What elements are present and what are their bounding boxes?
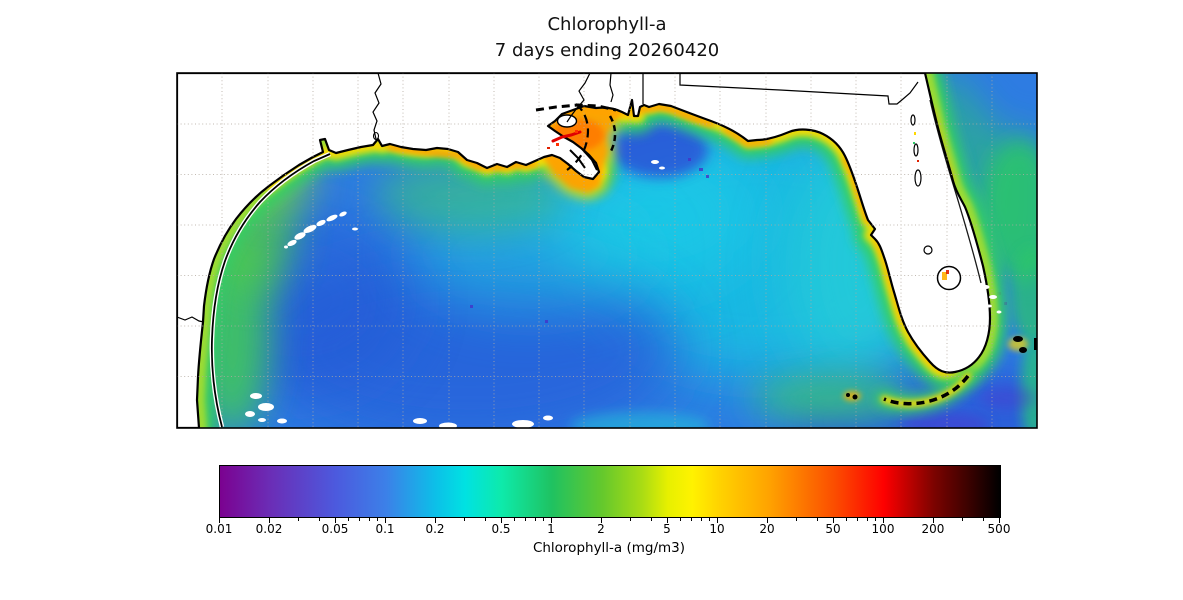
florida-georgia-border bbox=[679, 73, 919, 105]
colorbar-tick-label: 50 bbox=[825, 522, 841, 536]
colorbar-minor-tick bbox=[857, 517, 859, 521]
title-line-1: Chlorophyll-a bbox=[547, 14, 667, 35]
colorbar-minor-tick bbox=[368, 517, 370, 521]
bloom-orange-louisiana bbox=[387, 144, 538, 170]
colorbar-tick-label: 2 bbox=[597, 522, 605, 536]
colorbar-major-tick bbox=[999, 517, 1000, 523]
colorbar-tick-label: 0.1 bbox=[375, 522, 395, 536]
colorbar-minor-tick bbox=[846, 517, 848, 521]
colorbar-minor-tick bbox=[514, 517, 516, 521]
colorbar-tick-label: 200 bbox=[921, 522, 945, 536]
bloom-orange-panhandle bbox=[722, 126, 773, 147]
delta-red-bloom bbox=[547, 130, 582, 149]
colorbar-tick-label: 100 bbox=[871, 522, 895, 536]
colorbar-minor-tick bbox=[691, 517, 693, 521]
dry-tortugas bbox=[852, 394, 858, 400]
florida-keys bbox=[883, 374, 970, 406]
colorbar-tick-label: 0.01 bbox=[205, 522, 233, 536]
colorbar-minor-tick bbox=[816, 517, 818, 521]
colorbar-tick-label: 5 bbox=[663, 522, 671, 536]
colorbar-major-tick bbox=[269, 517, 270, 523]
colorbar-minor-tick bbox=[464, 517, 466, 521]
colorbar-tick-label: 500 bbox=[987, 522, 1011, 536]
colorbar-tick-label: 0.02 bbox=[255, 522, 283, 536]
rivers-and-borders bbox=[177, 73, 919, 323]
colorbar-minor-tick bbox=[700, 517, 702, 521]
tortugas-orange-halo bbox=[843, 391, 861, 401]
bigbend-islet bbox=[910, 114, 916, 126]
colorbar-minor-tick bbox=[709, 517, 711, 521]
mainland-land bbox=[177, 73, 992, 428]
colorbar-major-tick bbox=[667, 517, 668, 523]
colorbar-minor-tick bbox=[875, 517, 877, 521]
colorbar-tick-label: 0.5 bbox=[491, 522, 511, 536]
colorbar-tick-label: 20 bbox=[759, 522, 775, 536]
colorbar-minor-tick bbox=[630, 517, 632, 521]
colorbar-gradient bbox=[219, 465, 1001, 518]
colorbar-minor-tick bbox=[318, 517, 320, 521]
colorbar-tick-label: 0.2 bbox=[425, 522, 445, 536]
colorbar-tick-label: 1 bbox=[547, 522, 555, 536]
rio-grande bbox=[177, 316, 205, 323]
colorbar-minor-tick bbox=[377, 517, 379, 521]
colorbar-minor-tick bbox=[650, 517, 652, 521]
colorbar-major-tick bbox=[385, 517, 386, 523]
small-lake bbox=[923, 245, 933, 255]
colorbar-minor-tick bbox=[525, 517, 527, 521]
colorbar-minor-tick bbox=[796, 517, 798, 521]
colorbar-major-tick bbox=[219, 517, 220, 523]
colorbar-major-tick bbox=[932, 517, 934, 523]
title-line-2: 7 days ending 20260420 bbox=[494, 40, 720, 61]
mississippi-river bbox=[566, 73, 591, 123]
colorbar-major-tick bbox=[335, 517, 336, 523]
colorbar-major-tick bbox=[883, 517, 884, 523]
colorbar-major-tick bbox=[717, 517, 718, 523]
colorbar-tick-label: 10 bbox=[709, 522, 725, 536]
colorbar-major-tick bbox=[501, 517, 502, 523]
figure-title: Chlorophyll-a 7 days ending 20260420 bbox=[177, 12, 1037, 64]
colorbar-minor-tick bbox=[348, 517, 350, 521]
sabine-river bbox=[372, 73, 382, 140]
colorbar-minor-tick bbox=[359, 517, 361, 521]
colorbar-minor-tick bbox=[962, 517, 964, 521]
colorbar-major-tick bbox=[551, 517, 552, 523]
colorbar-minor-tick bbox=[982, 517, 984, 521]
colorbar-tick-labels: 0.01 0.02 0.05 0.1 0.2 0.5 1 2 5 10 20 50 100 200 500 bbox=[206, 522, 1011, 538]
colorbar-tick-label: 0.05 bbox=[321, 522, 349, 536]
colorbar-major-tick bbox=[435, 517, 436, 523]
lakes-and-islands bbox=[209, 99, 1037, 428]
lake-okeechobee bbox=[936, 265, 962, 291]
colorbar-minor-tick bbox=[484, 517, 486, 521]
colorbar-major-tick bbox=[601, 517, 602, 523]
chandeleur-islands bbox=[608, 115, 617, 152]
cloud-gaps bbox=[245, 160, 1002, 428]
colorbar-minor-tick bbox=[534, 517, 536, 521]
colorbar-label: Chlorophyll-a (mg/m3) bbox=[532, 540, 686, 556]
colorbar-major-tick bbox=[767, 517, 768, 523]
colorbar-major-tick bbox=[833, 517, 834, 523]
colorbar-minor-tick bbox=[866, 517, 868, 521]
east-florida-barrier bbox=[929, 99, 982, 284]
mobile-river bbox=[609, 73, 614, 103]
colorbar-ticks bbox=[219, 517, 1001, 525]
delta-black-fingers bbox=[569, 149, 598, 171]
colorbar-minor-tick bbox=[298, 517, 300, 521]
map-frame bbox=[176, 72, 1038, 429]
colorbar-minor-tick bbox=[543, 517, 545, 521]
colorbar-minor-tick bbox=[680, 517, 682, 521]
bahamas-islands bbox=[1013, 336, 1023, 342]
